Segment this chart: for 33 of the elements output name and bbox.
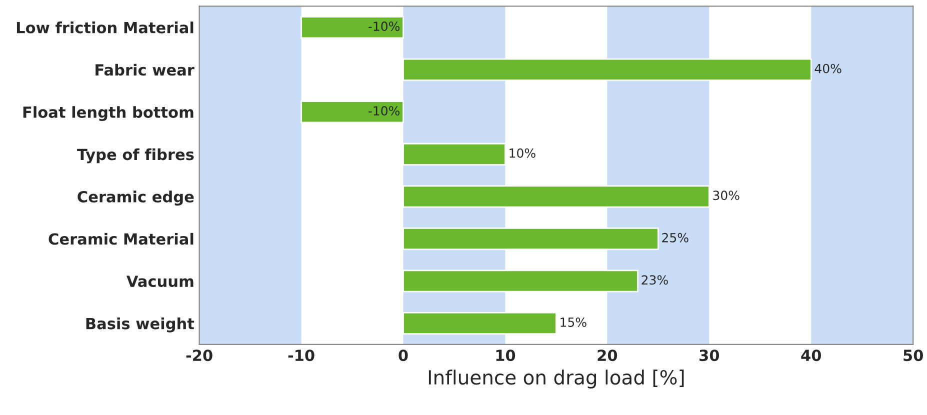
bar (402, 270, 638, 292)
bar (402, 185, 710, 208)
y-tick-label: Ceramic edge (78, 190, 194, 206)
data-label: 30% (713, 190, 740, 200)
data-label: -10% (368, 106, 400, 116)
x-tick-label: 30 (700, 350, 720, 362)
y-tick-label: Vacuum (126, 276, 194, 288)
data-label: -10% (368, 22, 400, 31)
y-tick-label: Type of fibres (77, 148, 194, 164)
bar (402, 58, 812, 81)
y-tick-label: Basis weight (86, 318, 194, 332)
data-label: 15% (560, 317, 586, 327)
y-tick-label: Fabric wear (96, 64, 194, 76)
y-tick-label: Ceramic Material (48, 232, 194, 245)
x-tick-label: 0 (398, 350, 408, 362)
x-tick-label: 50 (904, 350, 923, 362)
x-tick-label: -20 (186, 350, 212, 362)
data-label: 25% (662, 232, 688, 242)
y-tick-label: Float length bottom (23, 106, 194, 122)
data-label: 40% (814, 64, 842, 74)
x-tick-label: 10 (496, 350, 516, 362)
x-tick-label: 20 (598, 350, 618, 362)
x-axis-title: Influence on drag load [%] (428, 370, 684, 388)
x-tick-label: 40 (801, 350, 822, 362)
bar (402, 227, 659, 250)
bar (300, 16, 404, 39)
y-tick-label: Low friction Material (16, 22, 194, 34)
data-label: 10% (510, 148, 536, 158)
bar (402, 142, 506, 166)
bar (300, 100, 404, 124)
x-tick-label: -10 (288, 350, 314, 362)
bar (402, 312, 557, 335)
data-label: 23% (642, 275, 668, 285)
